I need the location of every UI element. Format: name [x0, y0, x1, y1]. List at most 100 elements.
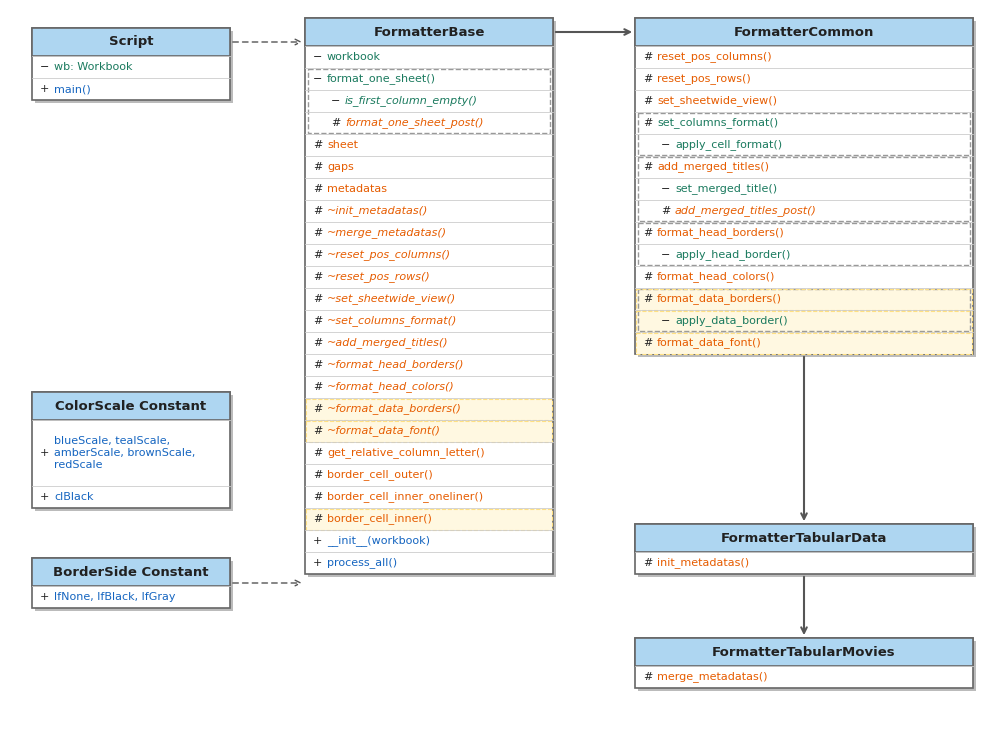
Text: #: #	[313, 492, 322, 502]
Text: format_data_borders(): format_data_borders()	[657, 293, 782, 304]
Bar	[305, 18, 553, 46]
Text: init_metadatas(): init_metadatas()	[657, 557, 749, 568]
Text: −: −	[661, 250, 670, 260]
Bar	[306, 509, 552, 530]
Text: ~set_columns_format(): ~set_columns_format()	[327, 316, 457, 326]
Text: +: +	[40, 84, 49, 94]
Text: is_first_column_empty(): is_first_column_empty()	[345, 95, 478, 106]
Text: #: #	[313, 404, 322, 414]
Text: reset_pos_rows(): reset_pos_rows()	[657, 74, 751, 85]
Text: merge_metadatas(): merge_metadatas()	[657, 671, 768, 682]
Text: #: #	[313, 250, 322, 260]
Text: #: #	[643, 558, 652, 568]
Bar	[635, 18, 973, 354]
Bar	[305, 18, 553, 574]
Text: −: −	[331, 96, 340, 106]
Text: metadatas: metadatas	[327, 184, 387, 194]
Text: #: #	[313, 184, 322, 194]
Text: #: #	[643, 338, 652, 348]
Text: process_all(): process_all()	[327, 557, 397, 568]
Text: FormatterTabularMovies: FormatterTabularMovies	[712, 646, 896, 658]
Bar	[306, 399, 552, 420]
Text: ~format_data_font(): ~format_data_font()	[327, 425, 441, 436]
Text: #: #	[661, 206, 670, 216]
Text: #: #	[313, 316, 322, 326]
Text: ~format_head_colors(): ~format_head_colors()	[327, 382, 455, 392]
Text: apply_data_border(): apply_data_border()	[675, 316, 788, 326]
Bar	[32, 28, 230, 100]
Text: ~init_metadatas(): ~init_metadatas()	[327, 206, 428, 217]
Bar	[308, 69, 550, 133]
Text: ~add_merged_titles(): ~add_merged_titles()	[327, 338, 449, 349]
Text: #: #	[643, 96, 652, 106]
Text: #: #	[313, 448, 322, 458]
Bar	[638, 223, 970, 265]
Bar	[32, 392, 230, 420]
Text: #: #	[313, 338, 322, 348]
Text: FormatterCommon: FormatterCommon	[734, 26, 874, 38]
Text: +: +	[40, 448, 49, 458]
Text: ~reset_pos_rows(): ~reset_pos_rows()	[327, 272, 431, 283]
Text: −: −	[40, 62, 49, 72]
Text: #: #	[643, 294, 652, 304]
Bar	[32, 28, 230, 56]
Bar	[636, 311, 972, 332]
Bar	[35, 31, 233, 103]
Bar	[636, 333, 972, 354]
Bar	[305, 18, 553, 46]
Bar	[635, 18, 973, 46]
Bar	[638, 21, 976, 357]
Text: #: #	[643, 118, 652, 128]
Text: format_head_colors(): format_head_colors()	[657, 272, 775, 283]
Text: add_merged_titles(): add_merged_titles()	[657, 161, 769, 172]
Text: sheet: sheet	[327, 140, 358, 150]
Text: format_one_sheet_post(): format_one_sheet_post()	[345, 118, 484, 128]
Bar	[636, 333, 972, 354]
Bar	[306, 421, 552, 442]
Bar	[635, 18, 973, 46]
Bar	[308, 21, 556, 577]
Text: BorderSide Constant: BorderSide Constant	[53, 566, 209, 578]
Bar	[638, 641, 976, 691]
Bar	[636, 289, 972, 310]
Text: format_head_borders(): format_head_borders()	[657, 227, 785, 238]
Bar	[306, 421, 552, 442]
Bar	[635, 638, 973, 666]
Bar	[638, 289, 970, 331]
Bar	[32, 558, 230, 608]
Text: ~format_data_borders(): ~format_data_borders()	[327, 404, 462, 415]
Text: #: #	[643, 228, 652, 238]
Text: #: #	[643, 672, 652, 682]
Text: #: #	[313, 426, 322, 436]
Text: apply_cell_format(): apply_cell_format()	[675, 140, 782, 151]
Bar	[32, 558, 230, 586]
Text: #: #	[313, 228, 322, 238]
Text: Script: Script	[109, 35, 153, 49]
Text: border_cell_inner_oneliner(): border_cell_inner_oneliner()	[327, 491, 483, 502]
Text: #: #	[313, 206, 322, 216]
Text: −: −	[313, 74, 322, 84]
Text: FormatterBase: FormatterBase	[373, 26, 485, 38]
Text: border_cell_inner(): border_cell_inner()	[327, 514, 432, 524]
Text: #: #	[313, 514, 322, 524]
Bar	[32, 392, 230, 420]
Bar	[306, 399, 552, 420]
Text: format_one_sheet(): format_one_sheet()	[327, 74, 436, 85]
Bar	[638, 157, 970, 221]
Text: −: −	[661, 316, 670, 326]
Bar	[32, 392, 230, 508]
Text: set_merged_title(): set_merged_title()	[675, 184, 777, 194]
Text: __init__(workbook): __init__(workbook)	[327, 536, 430, 547]
Text: #: #	[313, 470, 322, 480]
Bar	[636, 289, 972, 310]
Text: #: #	[643, 74, 652, 84]
Text: gaps: gaps	[327, 162, 354, 172]
Text: add_merged_titles_post(): add_merged_titles_post()	[675, 206, 817, 217]
Text: #: #	[313, 272, 322, 282]
Text: set_sheetwide_view(): set_sheetwide_view()	[657, 95, 777, 106]
Text: workbook: workbook	[327, 52, 381, 62]
Text: #: #	[643, 272, 652, 282]
Bar	[635, 524, 973, 552]
Text: main(): main()	[54, 84, 91, 94]
Text: #: #	[643, 52, 652, 62]
